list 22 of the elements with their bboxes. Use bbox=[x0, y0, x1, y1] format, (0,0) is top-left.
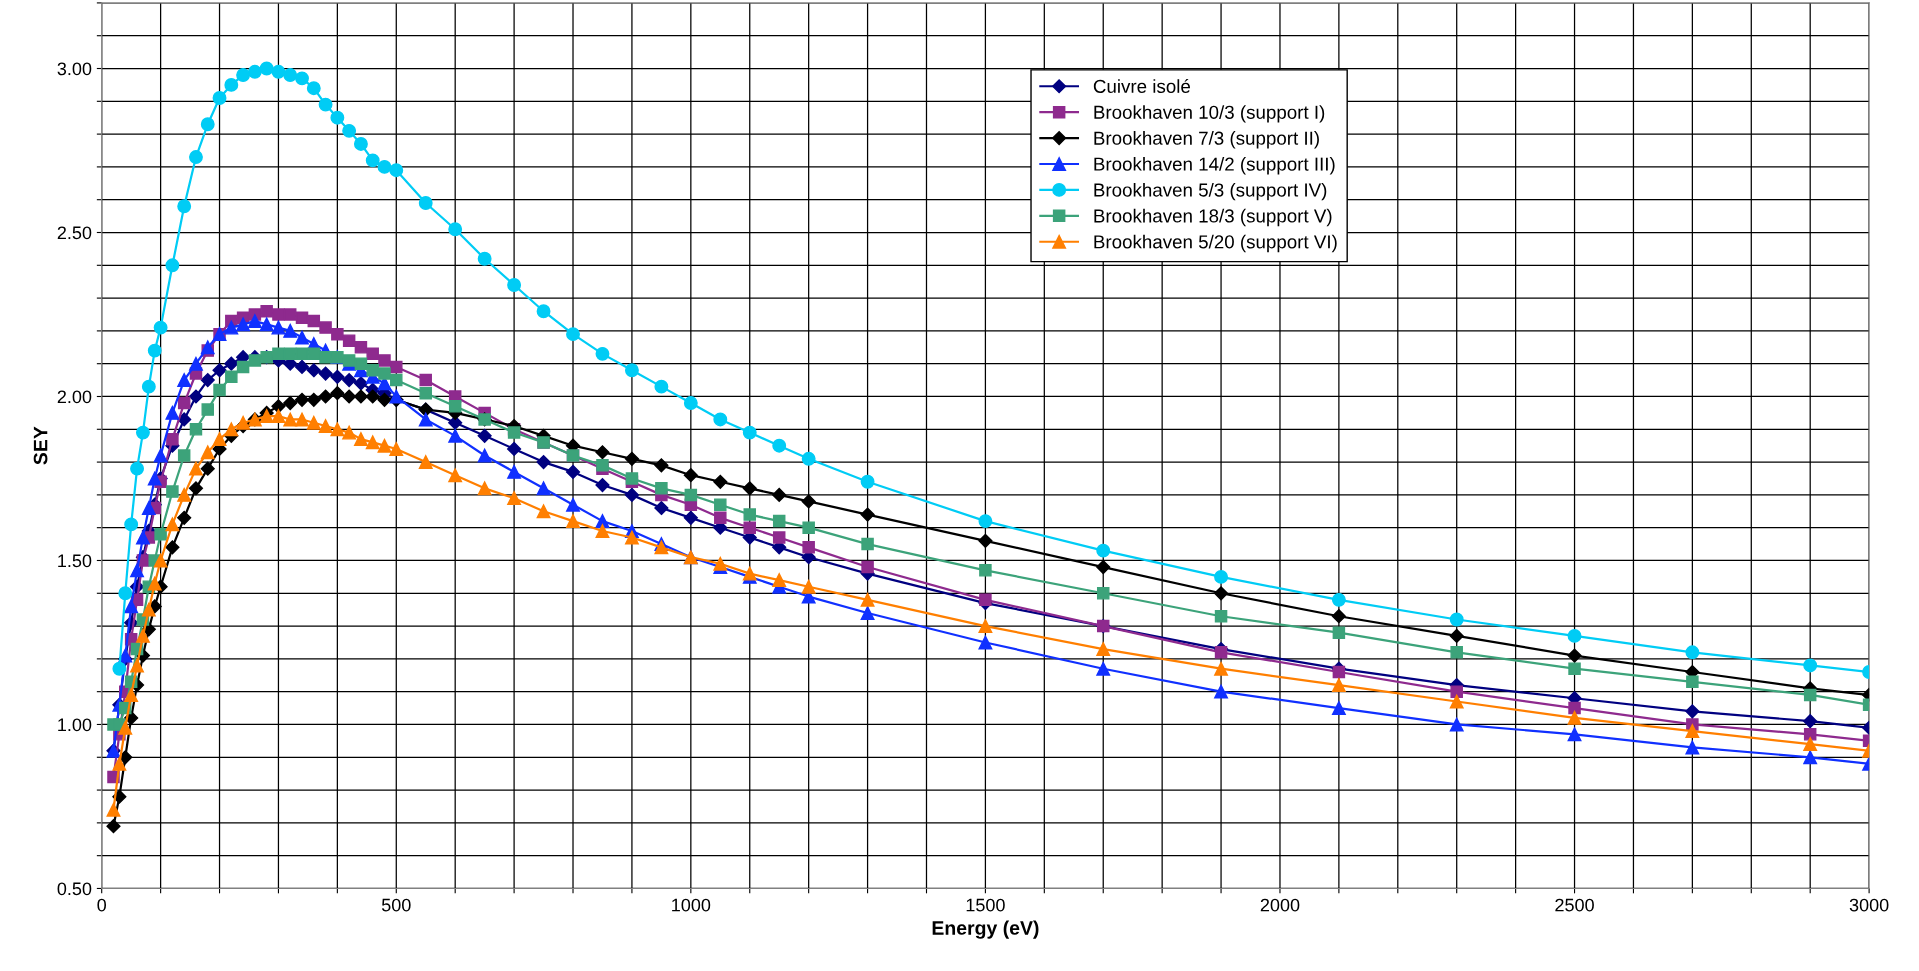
legend-label: Brookhaven 5/20 (support VI) bbox=[1094, 234, 1337, 253]
x-tick-label: 2500 bbox=[1555, 898, 1594, 912]
legend-label: Cuivre isolé bbox=[1093, 79, 1191, 93]
y-tick-label: 2.00 bbox=[57, 390, 92, 404]
y-tick-label: 2.50 bbox=[57, 226, 92, 240]
y-tick-label: 1.50 bbox=[58, 554, 92, 568]
legend-label: Brookhaven 7/3 (support II) bbox=[1094, 131, 1319, 149]
y-tick-label: 1.00 bbox=[58, 718, 92, 732]
x-tick-label: 3000 bbox=[1849, 898, 1889, 912]
x-tick-label: 0 bbox=[97, 898, 107, 912]
x-tick-label: 1000 bbox=[672, 898, 711, 912]
legend-label: Brookhaven 14/2 (support III) bbox=[1094, 156, 1335, 175]
legend-label: Brookhaven 18/3 (support V) bbox=[1094, 208, 1332, 227]
legend-label: Brookhaven 5/3 (support IV) bbox=[1094, 182, 1327, 201]
x-tick-label: 500 bbox=[381, 898, 411, 912]
y-tick-label: 3.00 bbox=[57, 62, 92, 76]
y-axis-title: SEY bbox=[33, 426, 48, 465]
y-tick-label: 0.50 bbox=[57, 882, 92, 896]
x-axis-title: Energy (eV) bbox=[932, 920, 1039, 939]
x-tick-label: 2000 bbox=[1260, 898, 1300, 912]
x-tick-label: 1500 bbox=[966, 898, 1005, 912]
legend-label: Brookhaven 10/3 (support I) bbox=[1094, 105, 1325, 123]
